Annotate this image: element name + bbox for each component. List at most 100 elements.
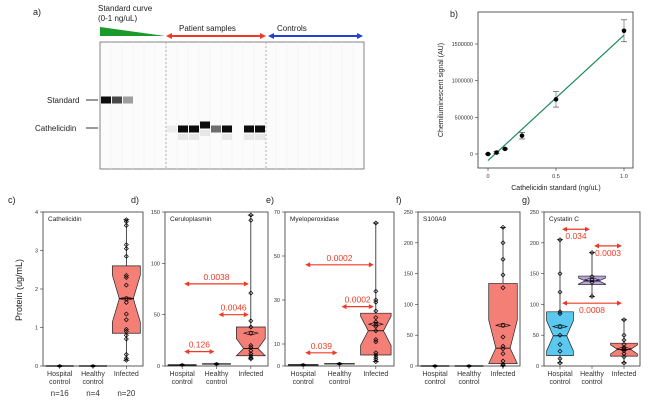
x-category-label: Healthy control <box>81 371 105 386</box>
data-point <box>557 341 563 347</box>
y-tick-label: 0 <box>35 364 38 370</box>
data-point <box>123 274 129 280</box>
data-point <box>519 133 525 138</box>
y-tick-label: 150 <box>151 210 160 216</box>
data-point <box>248 342 254 348</box>
y-tick-label: 0 <box>470 152 473 158</box>
data-point <box>248 217 254 223</box>
data-point <box>373 328 379 334</box>
data-point <box>248 355 254 361</box>
y-tick-label: 100 <box>404 302 413 308</box>
data-point <box>621 28 627 34</box>
data-point <box>500 285 506 291</box>
p-value-label: 0.039 <box>311 341 333 351</box>
gel-band <box>167 125 177 133</box>
p-value-label: 0.0002 <box>345 295 371 305</box>
x-category-label: Infected <box>612 371 637 378</box>
data-point <box>123 326 129 332</box>
mean-marker <box>551 324 569 329</box>
panel-label: g) <box>522 195 530 205</box>
panel-title: Myeloperoxidase <box>290 216 340 223</box>
data-point <box>589 250 595 256</box>
y-tick-label: 70 <box>274 210 280 216</box>
y-tick-label: 50 <box>533 333 539 339</box>
x-category-label: Hospital control <box>422 371 448 386</box>
data-point <box>494 150 499 155</box>
panel-title: S100A9 <box>423 216 447 223</box>
data-point <box>335 362 344 366</box>
x-category-label: Healthy control <box>580 371 604 386</box>
data-point <box>485 151 491 157</box>
data-point <box>123 355 129 361</box>
arrowhead-icon <box>585 226 590 232</box>
data-point <box>123 222 129 228</box>
gel-band <box>255 125 265 133</box>
x-category-label: Infected <box>238 371 263 378</box>
arrowhead-icon <box>562 226 567 232</box>
data-point <box>248 290 254 296</box>
arrowhead-icon <box>594 243 599 249</box>
arrowhead-icon <box>184 349 190 355</box>
gel-smear <box>200 130 210 136</box>
data-point <box>589 279 595 285</box>
mean-marker <box>242 330 259 336</box>
gel-band <box>211 125 221 133</box>
gel-smear <box>189 134 199 140</box>
panel-label: e) <box>266 195 274 205</box>
data-point <box>123 351 129 357</box>
panel-c-boxplot: c) Cathelicidin 0 1 2 3 4 Hospital control n=16 He… <box>8 195 144 398</box>
y-tick-label: 150 <box>530 272 539 278</box>
y-tick-label: 200 <box>530 241 539 247</box>
data-point <box>557 309 563 315</box>
arrowhead-icon <box>562 300 567 306</box>
mean-marker <box>494 323 512 328</box>
data-point <box>621 317 627 323</box>
data-point <box>553 97 559 102</box>
data-point <box>500 334 506 340</box>
y-tick-label: 0 <box>277 364 280 370</box>
gel-band <box>101 96 111 104</box>
y-tick-label: 100 <box>151 261 160 267</box>
data-point <box>557 271 563 277</box>
x-category-label: Infected <box>363 371 388 378</box>
x-category-label: Infected <box>114 371 139 378</box>
arrowhead-icon <box>184 281 190 287</box>
arrowhead-icon <box>332 350 338 356</box>
y-tick-label: 250 <box>530 210 539 216</box>
x-tick-label: 0.5 <box>552 174 560 180</box>
data-point <box>500 351 506 357</box>
gel-band <box>112 96 122 104</box>
mean-marker <box>367 321 384 327</box>
data-point <box>123 336 129 342</box>
gel-smear <box>255 134 265 140</box>
standard-curve-label: Standard curve <box>98 4 153 13</box>
panel-label: d) <box>131 195 139 205</box>
arrowhead-icon <box>305 262 311 268</box>
data-point <box>431 364 439 368</box>
y-tick-label: 250 <box>404 210 413 216</box>
n-label: n=20 <box>117 389 136 398</box>
data-point <box>123 242 129 248</box>
gel-smear <box>178 134 188 140</box>
data-point <box>557 237 563 243</box>
data-point <box>373 220 379 226</box>
data-point <box>557 356 563 362</box>
x-category-label: Healthy control <box>328 371 352 386</box>
data-point <box>621 332 627 338</box>
data-point <box>123 311 129 317</box>
panel-label: f) <box>396 195 402 205</box>
x-tick-label: 1.0 <box>620 174 628 180</box>
p-value-label: 0.0008 <box>579 305 605 315</box>
standard-gradient-triangle <box>100 27 165 36</box>
data-point <box>123 357 129 363</box>
data-point <box>373 323 379 329</box>
y-tick-label: 0 <box>536 364 539 370</box>
mean-marker <box>583 277 601 283</box>
y-tick-label: 30 <box>274 298 280 304</box>
data-point <box>248 324 254 330</box>
y-tick-label: 50 <box>274 254 280 260</box>
arrowhead-icon <box>209 349 215 355</box>
p-value-label: 0.0002 <box>327 253 353 263</box>
data-point <box>557 289 563 295</box>
